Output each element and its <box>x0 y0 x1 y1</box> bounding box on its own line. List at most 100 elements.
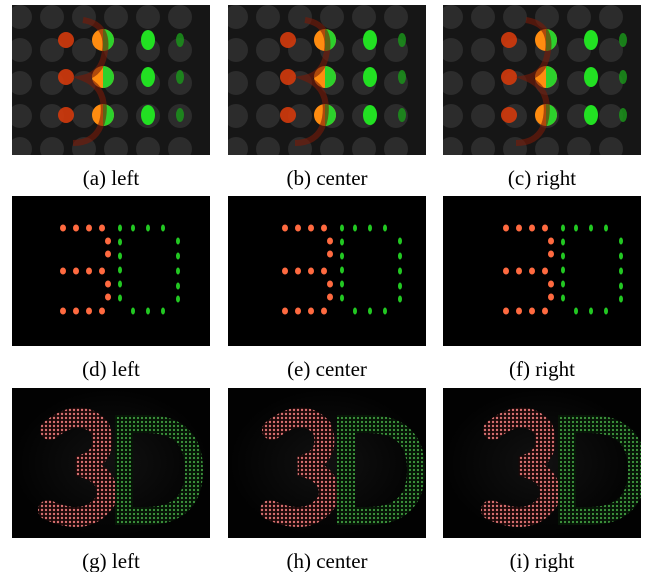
lens-spot <box>535 137 559 161</box>
lens-spot <box>288 5 312 29</box>
red-dot <box>282 268 288 275</box>
green-dot <box>561 253 565 260</box>
panel <box>228 196 426 346</box>
lens-spot <box>8 71 32 95</box>
green-blob <box>363 30 377 50</box>
green-dot <box>340 267 344 274</box>
green-blob <box>176 108 184 122</box>
red-dot <box>503 268 509 275</box>
green-dot <box>131 225 135 232</box>
green-blob <box>398 33 406 47</box>
green-dot <box>604 225 608 232</box>
red-dot <box>73 308 79 315</box>
lens-spot <box>256 71 280 95</box>
green-blob <box>363 67 377 87</box>
lens-spot <box>168 137 192 161</box>
lens-spot <box>224 38 248 62</box>
green-dot <box>561 281 565 288</box>
green-dot <box>118 225 122 232</box>
green-dot <box>353 308 357 315</box>
caption: (g) left <box>82 549 140 572</box>
lens-spot <box>471 137 495 161</box>
lens-spot <box>439 71 463 95</box>
red-dot <box>295 268 301 275</box>
red-blob <box>58 69 74 85</box>
lens-spot <box>471 5 495 29</box>
green-blob <box>584 67 598 87</box>
panel <box>443 388 641 538</box>
red-dot <box>99 308 105 315</box>
green-blob <box>584 105 598 125</box>
caption: (i) right <box>510 549 575 572</box>
lens-spot <box>439 5 463 29</box>
red-dot <box>321 225 327 232</box>
green-dot <box>146 225 150 232</box>
red-dot <box>282 225 288 232</box>
caption: (h) center <box>286 549 367 572</box>
green-blob <box>398 108 406 122</box>
green-blob <box>398 70 406 84</box>
lens-spot <box>471 38 495 62</box>
red-dot <box>529 268 535 275</box>
green-blob <box>363 105 377 125</box>
red-dot <box>548 238 554 245</box>
green-dot <box>619 253 623 260</box>
green-dot <box>398 268 402 275</box>
lens-spot <box>320 5 344 29</box>
red-blob <box>280 69 296 85</box>
red-dot <box>548 294 554 301</box>
green-dot <box>131 308 135 315</box>
lens-spot <box>439 137 463 161</box>
green-dot <box>340 239 344 246</box>
panel <box>224 5 426 161</box>
green-dot <box>368 225 372 232</box>
lens-spot <box>256 38 280 62</box>
red-dot <box>60 268 66 275</box>
red-dot <box>327 294 333 301</box>
red-blob <box>58 32 74 48</box>
lens-spot <box>471 71 495 95</box>
red-dot <box>308 308 314 315</box>
green-dot <box>589 225 593 232</box>
red-dot <box>99 268 105 275</box>
red-dot <box>503 225 509 232</box>
green-dot <box>146 308 150 315</box>
red-dot <box>105 251 111 258</box>
lens-spot <box>256 137 280 161</box>
lens-spot <box>256 5 280 29</box>
lens-spot <box>104 137 128 161</box>
lens-spot <box>8 5 32 29</box>
green-dot <box>398 296 402 303</box>
red-dot <box>60 225 66 232</box>
caption: (d) left <box>82 357 140 381</box>
red-dot <box>327 238 333 245</box>
red-dot <box>105 294 111 301</box>
green-dot <box>368 308 372 315</box>
lens-spot <box>471 104 495 128</box>
green-blob <box>176 33 184 47</box>
red-dot <box>542 225 548 232</box>
lens-spot <box>439 38 463 62</box>
red-dot <box>516 225 522 232</box>
green-dot <box>574 225 578 232</box>
green-dot <box>398 253 402 260</box>
caption: (c) right <box>508 166 576 190</box>
green-dot <box>176 238 180 245</box>
lens-spot <box>104 5 128 29</box>
red-dot <box>308 268 314 275</box>
green-dot <box>589 308 593 315</box>
panel <box>8 5 210 161</box>
lens-spot <box>224 104 248 128</box>
red-dot <box>73 225 79 232</box>
red-dot <box>321 268 327 275</box>
green-dot <box>176 268 180 275</box>
green-blob <box>176 70 184 84</box>
red-blob <box>501 69 517 85</box>
lens-spot <box>40 137 64 161</box>
lens-spot <box>384 137 408 161</box>
lens-spot <box>256 104 280 128</box>
green-dot <box>161 225 165 232</box>
green-dot <box>118 239 122 246</box>
panels: (a) left(b) center(c) right(d) left(e) c… <box>8 5 641 572</box>
lens-spot <box>8 137 32 161</box>
